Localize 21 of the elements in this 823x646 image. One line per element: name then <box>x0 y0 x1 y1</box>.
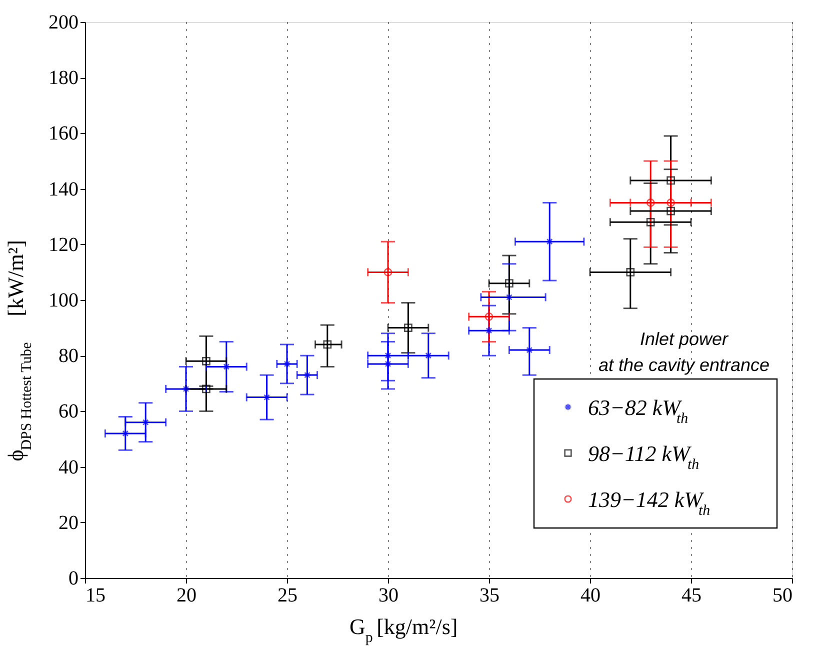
y-tick-label: 60 <box>58 400 78 423</box>
y-tick-label: 80 <box>58 345 78 368</box>
x-tick-label: 40 <box>580 584 600 606</box>
x-tick-label: 30 <box>378 584 398 606</box>
y-tick-label: 20 <box>58 512 78 534</box>
x-tick-label: 50 <box>772 584 792 606</box>
legend-title: Inlet power at the cavity entrance <box>598 329 770 375</box>
y-tick-label: 100 <box>48 290 78 312</box>
x-tick-label: 15 <box>86 584 106 606</box>
y-tick-label: 120 <box>48 234 78 256</box>
y-tick-label: 140 <box>48 178 78 200</box>
y-tick-label: 160 <box>48 122 78 145</box>
text: ϕDPS Hottest Tube [kW/m²] <box>3 240 36 462</box>
y-tick-label: 0 <box>68 568 78 590</box>
x-tick-label: 20 <box>176 584 196 606</box>
y-tick-label: 40 <box>58 456 78 478</box>
x-tick-label: 35 <box>480 584 500 606</box>
x-tick-label: 25 <box>278 584 298 606</box>
y-tick-label: 180 <box>48 67 78 90</box>
x-tick-label: 45 <box>682 584 702 606</box>
y-tick-label: 200 <box>48 12 78 34</box>
